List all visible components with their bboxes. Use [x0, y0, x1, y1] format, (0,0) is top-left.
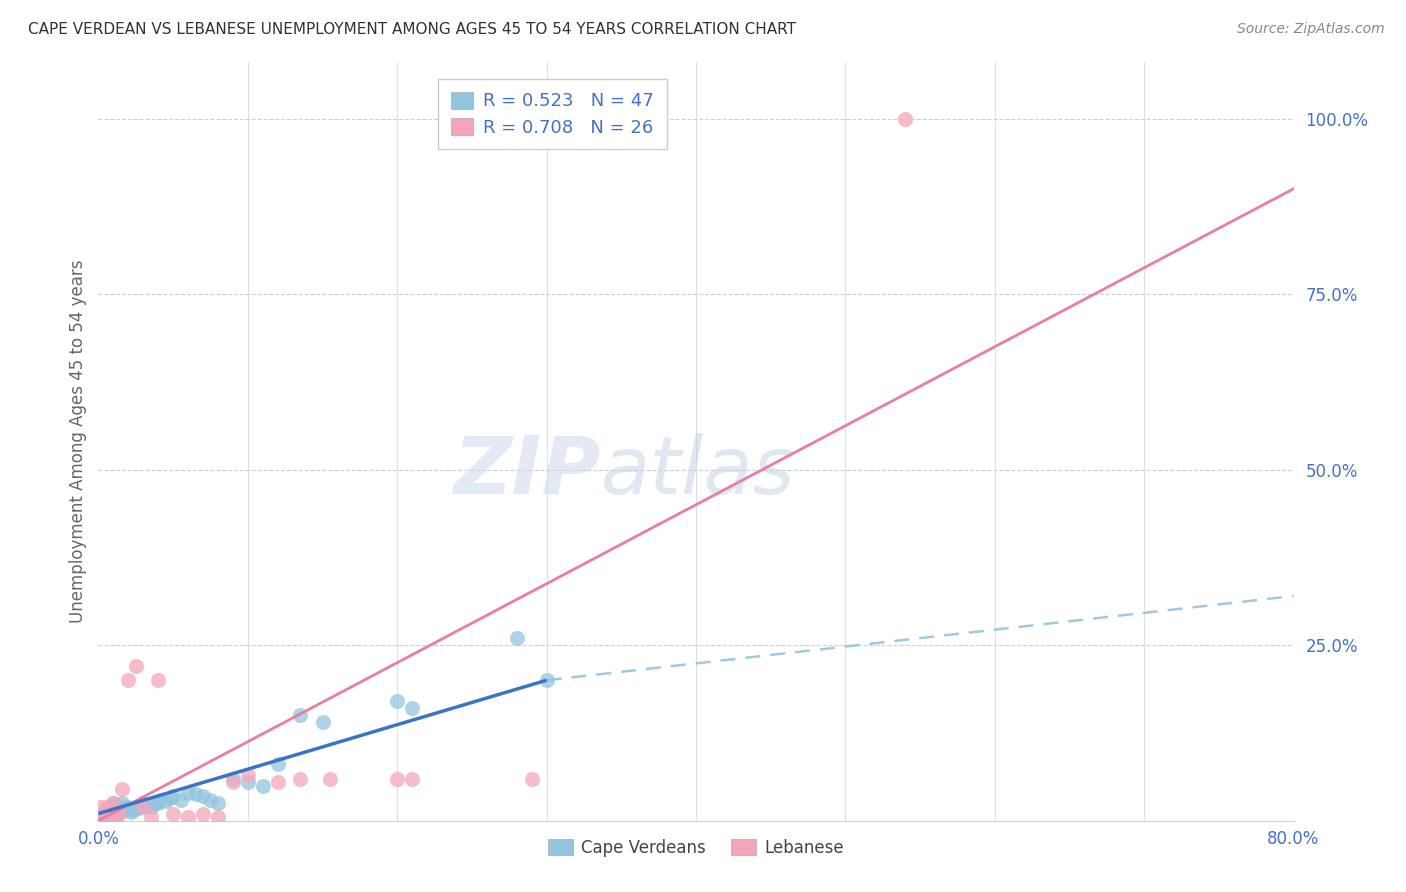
Point — [97, 801, 120, 815]
Point — [236, 775, 259, 789]
Point — [96, 799, 118, 814]
Point — [90, 810, 112, 824]
Point — [155, 794, 177, 808]
Text: Source: ZipAtlas.com: Source: ZipAtlas.com — [1237, 22, 1385, 37]
Point — [385, 694, 409, 708]
Point — [104, 806, 127, 821]
Point — [143, 796, 166, 810]
Point — [125, 799, 148, 814]
Point — [98, 810, 122, 824]
Point — [207, 810, 229, 824]
Point — [177, 786, 200, 800]
Text: CAPE VERDEAN VS LEBANESE UNEMPLOYMENT AMONG AGES 45 TO 54 YEARS CORRELATION CHAR: CAPE VERDEAN VS LEBANESE UNEMPLOYMENT AM… — [28, 22, 796, 37]
Point — [267, 757, 290, 772]
Point — [184, 787, 207, 801]
Point — [117, 799, 139, 814]
Point — [101, 799, 124, 814]
Point — [111, 782, 134, 797]
Point — [103, 796, 125, 810]
Point — [139, 799, 162, 814]
Point — [96, 803, 118, 817]
Point — [139, 810, 162, 824]
Point — [105, 810, 128, 824]
Text: ZIP: ZIP — [453, 433, 600, 511]
Point — [191, 806, 214, 821]
Point — [207, 796, 229, 810]
Point — [191, 789, 214, 803]
Point — [520, 772, 543, 786]
Point — [93, 806, 115, 821]
Legend: Cape Verdeans, Lebanese: Cape Verdeans, Lebanese — [540, 830, 852, 865]
Point — [288, 772, 311, 786]
Point — [311, 715, 333, 730]
Point — [222, 775, 245, 789]
Point — [401, 701, 423, 715]
Point — [236, 768, 259, 782]
Point — [91, 808, 114, 822]
Point — [385, 772, 409, 786]
Point — [93, 806, 115, 821]
Text: atlas: atlas — [600, 433, 796, 511]
Point — [222, 772, 245, 786]
Point — [148, 673, 170, 688]
Point — [894, 112, 917, 126]
Point — [177, 810, 200, 824]
Point — [132, 796, 155, 810]
Point — [132, 799, 155, 814]
Point — [252, 779, 274, 793]
Point — [159, 791, 181, 805]
Point — [105, 805, 128, 820]
Point — [98, 808, 122, 822]
Point — [110, 799, 132, 814]
Point — [107, 803, 129, 817]
Point — [267, 775, 290, 789]
Point — [115, 801, 138, 815]
Point — [114, 803, 136, 817]
Point — [90, 799, 112, 814]
Point — [135, 798, 157, 813]
Point — [128, 801, 150, 815]
Point — [108, 806, 131, 821]
Point — [117, 673, 139, 688]
Point — [108, 801, 131, 815]
Point — [103, 796, 125, 810]
Point — [125, 659, 148, 673]
Point — [148, 796, 170, 810]
Point — [536, 673, 558, 688]
Point — [169, 792, 191, 806]
Point — [120, 805, 142, 820]
Point — [401, 772, 423, 786]
Point — [506, 631, 529, 645]
Y-axis label: Unemployment Among Ages 45 to 54 years: Unemployment Among Ages 45 to 54 years — [69, 260, 87, 624]
Point — [162, 789, 184, 803]
Point — [124, 803, 146, 817]
Point — [94, 805, 117, 820]
Point — [288, 708, 311, 723]
Point — [150, 792, 173, 806]
Point — [319, 772, 342, 786]
Point — [111, 796, 134, 810]
Point — [162, 806, 184, 821]
Point — [200, 792, 222, 806]
